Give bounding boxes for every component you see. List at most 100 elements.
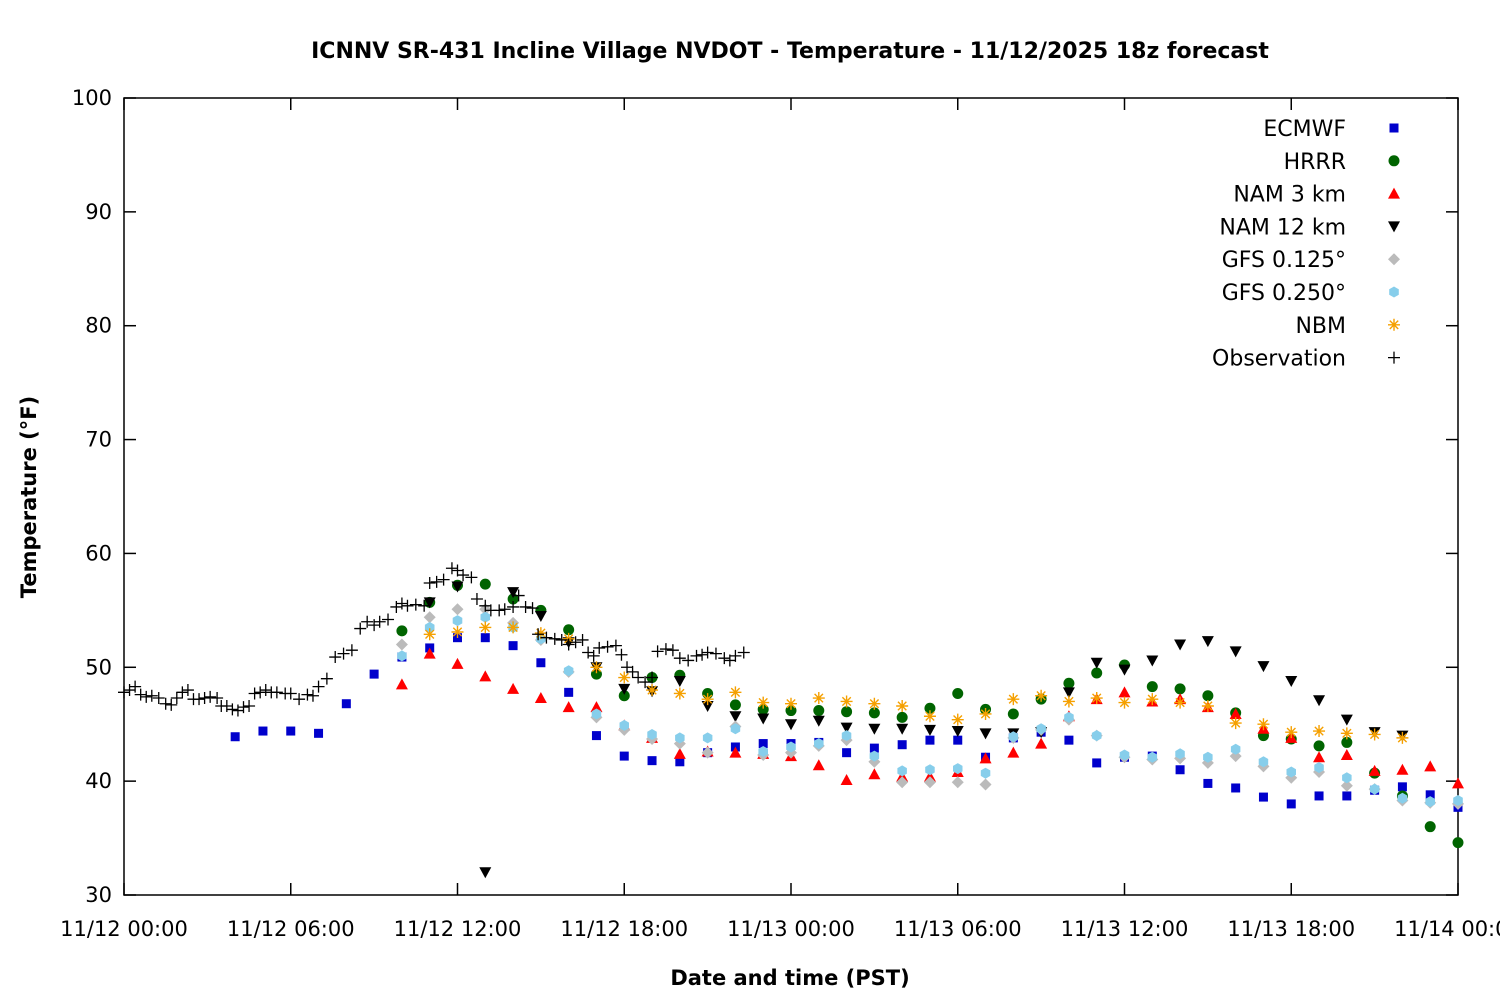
nam-12-km-point (785, 719, 797, 731)
chart-title: ICNNV SR-431 Incline Village NVDOT - Tem… (311, 39, 1269, 64)
observation-point (373, 615, 386, 628)
gfs-0-250-point (424, 621, 435, 633)
x-tick-label: 11/12 06:00 (227, 917, 355, 941)
ecmwf-point (897, 740, 907, 750)
gfs-0-250-point (953, 763, 963, 775)
nbm-point (1368, 728, 1381, 741)
ecmwf-point (230, 732, 240, 742)
observation-point (165, 698, 178, 711)
gfs-0-250-point (1119, 749, 1130, 761)
observation-point (248, 687, 261, 700)
gfs-0-250-point (675, 732, 685, 744)
nam-12-km-point (1090, 657, 1103, 669)
legend-marker-hrrr (1388, 155, 1400, 167)
nam-12-km-point (840, 722, 853, 734)
observation-point (243, 699, 256, 712)
hrrr-point (868, 707, 880, 719)
ecmwf-point (1314, 791, 1324, 801)
nam-3-km-point (507, 682, 520, 694)
nam-3-km-point (1424, 760, 1437, 772)
nam-12-km-point (1062, 687, 1075, 699)
legend: ECMWF HRRR NAM 3 km NAM 12 km GFS 0.125° GFS … (1212, 117, 1400, 372)
nbm-point (1146, 693, 1159, 706)
x-tick-label: 11/12 12:00 (394, 917, 522, 941)
ecmwf-point (1397, 782, 1407, 792)
observation-point (140, 690, 153, 703)
nam-12-km-point (923, 724, 936, 736)
x-tick-label: 11/14 00:00 (1394, 917, 1500, 941)
nbm-point (701, 693, 714, 706)
nam-12-km-point (423, 597, 436, 609)
y-tick-label: 30 (85, 883, 112, 907)
nam-12-km-point (812, 715, 825, 727)
observation-point (666, 644, 679, 657)
gfs-0-250-point (1258, 756, 1269, 768)
gfs-0-125-point (923, 776, 936, 789)
ecmwf-point (1203, 778, 1213, 788)
nam-3-km-point (395, 678, 408, 690)
ecmwf-point (1175, 765, 1185, 775)
nam-3-km-point (729, 746, 742, 758)
hrrr-point (896, 711, 908, 723)
ecmwf-point (1231, 783, 1241, 793)
x-tick-label: 11/13 12:00 (1061, 917, 1189, 941)
gfs-0-250-point (480, 611, 491, 623)
gfs-0-250-point (1147, 751, 1158, 763)
legend-item-observation: Observation (1212, 347, 1400, 372)
gfs-0-250-point (1453, 795, 1463, 806)
legend-marker-observation (1388, 351, 1400, 364)
gfs-0-250-point (1230, 743, 1241, 755)
hrrr-point (507, 593, 519, 605)
ecmwf-point (1342, 791, 1352, 801)
y-tick-label: 100 (72, 86, 112, 110)
observation-point (129, 680, 142, 693)
gfs-0-250-point (980, 767, 991, 779)
observation-point (498, 603, 511, 616)
hrrr-point (785, 705, 797, 717)
gfs-0-125-point (1229, 750, 1242, 763)
nam-3-km-point (534, 692, 547, 704)
nam-12-km-point (868, 723, 881, 735)
axis-ticks (123, 97, 1459, 896)
y-tick-label: 90 (85, 200, 112, 224)
nbm-point (1062, 695, 1075, 708)
observation-point (682, 654, 695, 667)
observation-point (609, 639, 622, 652)
nam-3-km-point (1229, 707, 1242, 719)
observation-point (409, 598, 422, 611)
legend-item-nbm: NBM (1295, 314, 1400, 339)
observation-point (354, 622, 367, 635)
observation-point (361, 615, 374, 628)
nbm-point (785, 697, 797, 710)
observation-point (152, 692, 165, 705)
observation-point (626, 665, 639, 678)
observation-point (306, 689, 319, 702)
observation-point (507, 600, 520, 613)
observation-point (329, 651, 342, 664)
observation-point (651, 645, 664, 658)
observation-point (576, 633, 589, 646)
observation-point (181, 684, 194, 697)
nam-3-km-point (451, 657, 464, 669)
hrrr-point (757, 703, 769, 715)
observation-point (193, 693, 206, 706)
nam-12-km-point (673, 675, 686, 687)
observation-point (512, 589, 525, 602)
nbm-point (868, 697, 881, 710)
nam-12-km-point (507, 587, 520, 599)
nbm-point (1340, 727, 1353, 740)
nam-3-km-point (923, 770, 936, 782)
nbm-point (618, 671, 631, 684)
nam-12-km-point (1313, 695, 1326, 707)
observation-point (237, 701, 250, 714)
nbm-point (1118, 696, 1131, 709)
nam-12-km-point (701, 700, 714, 712)
nam-3-km-point (1035, 737, 1048, 749)
gfs-0-250-point (452, 615, 463, 627)
nbm-point (1313, 725, 1326, 738)
observation-point (284, 687, 297, 700)
observation-point (204, 690, 217, 703)
nbm-point (896, 699, 909, 712)
nbm-point (1285, 726, 1298, 739)
